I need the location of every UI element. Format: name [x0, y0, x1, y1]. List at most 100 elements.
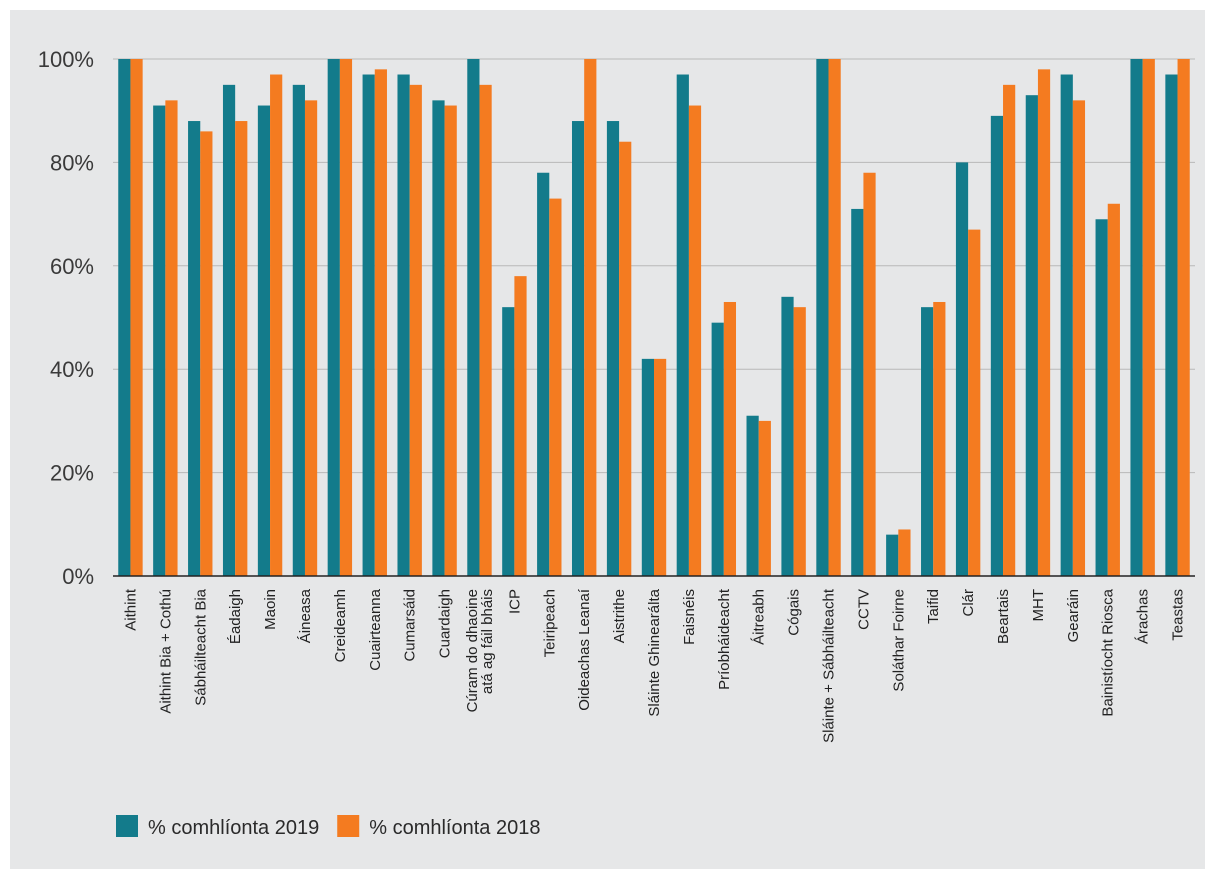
x-tick-label: Teastas [1170, 589, 1187, 641]
x-tick-label: Cumarsáid [402, 589, 419, 662]
y-tick-label: 60% [50, 254, 94, 279]
y-tick-labels: 0% 20% 40% 60% 80% 100% [38, 47, 94, 589]
bar-2018 [165, 100, 178, 577]
bar-2018 [1177, 59, 1190, 576]
bar-2019 [990, 115, 1004, 577]
bar-2018 [933, 301, 946, 576]
x-tick-label: Aistrithe [611, 589, 628, 643]
x-tick-label: ICP [506, 589, 523, 614]
bar-2018 [1142, 59, 1155, 576]
chart-panel: 0% 20% 40% 60% 80% 100% Aithint Aithint Bia + … [10, 10, 1205, 869]
x-tick-label: Beartais [995, 589, 1012, 644]
bar-2018 [200, 131, 213, 576]
bar-2019 [886, 534, 899, 576]
bar-2019 [327, 59, 340, 576]
y-tick-label: 0% [62, 564, 94, 589]
bar-2019 [397, 74, 410, 576]
x-tick-label: Sábháilteacht Bia [192, 588, 209, 705]
legend-label: % comhlíonta 2018 [369, 817, 540, 839]
bar-2018 [409, 84, 422, 576]
bar-2019 [711, 322, 724, 576]
bar-2018 [584, 59, 597, 576]
bar-2018 [1037, 69, 1051, 576]
x-tick-label: Príobháideacht [716, 588, 733, 690]
x-tick-label: MHT [1030, 589, 1047, 622]
x-tick-label: Bainistíocht Riosca [1100, 588, 1117, 716]
bar-2019 [641, 358, 654, 576]
bar-2018 [863, 172, 876, 577]
bar-2018 [1107, 203, 1120, 576]
x-tick-label: Aithint [122, 588, 139, 631]
x-tick-label: Gearáin [1065, 589, 1082, 642]
bar-2018 [828, 59, 841, 576]
bar-2019 [676, 74, 689, 576]
bar-2018 [619, 141, 632, 576]
bar-2019 [816, 59, 829, 576]
bar-2018 [1003, 84, 1016, 576]
x-tick-label: Creideamh [332, 589, 349, 662]
legend-label: % comhlíonta 2019 [148, 817, 319, 839]
x-tick-label: Soláthar Foirne [890, 589, 907, 692]
bar-2019 [851, 208, 864, 576]
x-tick-label: Cuairteanna [367, 588, 384, 670]
bar-2018 [793, 307, 806, 576]
x-tick-label: Áineasa [297, 588, 314, 643]
bar-2019 [153, 105, 166, 576]
bar-2019 [1025, 95, 1038, 576]
bar-2019 [1130, 59, 1143, 576]
x-tick-label: Éadaigh [227, 589, 244, 644]
x-tick-label: atá ag fáil bháis [479, 589, 496, 694]
y-tick-label: 20% [50, 461, 94, 486]
bar-2019 [1060, 74, 1073, 576]
x-tick-labels: Aithint Aithint Bia + Cothú Sábháilteacht … [122, 588, 1186, 743]
bar-2018 [549, 198, 562, 576]
bar-2019 [606, 121, 620, 576]
x-tick-label: Cuardaigh [437, 589, 454, 658]
bar-2018 [374, 69, 387, 576]
bar-2019 [921, 307, 934, 576]
bar-2019 [362, 74, 375, 576]
bar-2018 [304, 100, 318, 577]
bar-2018 [1072, 100, 1086, 577]
legend-swatch [116, 815, 138, 837]
bar-2018 [444, 105, 457, 576]
bar-2018 [688, 105, 702, 576]
bar-2018 [654, 358, 667, 576]
legend-swatch [337, 815, 360, 837]
y-tick-label: 40% [50, 357, 94, 382]
bar-2019 [222, 84, 236, 576]
x-tick-label: CCTV [855, 589, 872, 630]
bar-2019 [1165, 74, 1178, 576]
bar-2018 [968, 229, 981, 577]
bar-2019 [781, 296, 794, 576]
bar-2018 [479, 84, 492, 576]
bar-2018 [270, 74, 283, 576]
x-tick-label: Cúram do dhaoine [464, 589, 481, 712]
x-tick-label: Árachas [1135, 589, 1152, 644]
bar-chart: 0% 20% 40% 60% 80% 100% Aithint Aithint Bia + … [38, 47, 1195, 839]
bar-2019 [467, 59, 480, 576]
x-tick-label: Sláinte + Sábháilteacht [821, 588, 838, 743]
y-tick-label: 80% [50, 150, 94, 175]
bar-2018 [514, 276, 527, 576]
bar-2019 [955, 162, 969, 576]
bar-2019 [257, 105, 271, 576]
bar-2018 [130, 59, 143, 576]
x-tick-label: Maoin [262, 589, 279, 630]
x-tick-label: Oideachas Leanaí [576, 588, 593, 711]
bar-2019 [118, 59, 131, 576]
bar-2018 [339, 59, 353, 576]
bars [118, 59, 1190, 577]
x-tick-label: Áitreabh [751, 589, 768, 645]
bar-2019 [537, 172, 550, 577]
x-tick-label: Aithint Bia + Cothú [157, 589, 174, 714]
x-tick-label: Faisnéis [681, 589, 698, 645]
x-tick-label: Taifid [925, 589, 942, 624]
bar-2018 [898, 529, 911, 576]
bar-2019 [1095, 219, 1108, 576]
bar-2019 [502, 307, 515, 576]
x-tick-label: Teiripeach [541, 589, 558, 657]
bar-2019 [571, 121, 585, 576]
legend: % comhlíonta 2019 % comhlíonta 2018 [116, 815, 540, 839]
bar-2018 [758, 420, 771, 576]
